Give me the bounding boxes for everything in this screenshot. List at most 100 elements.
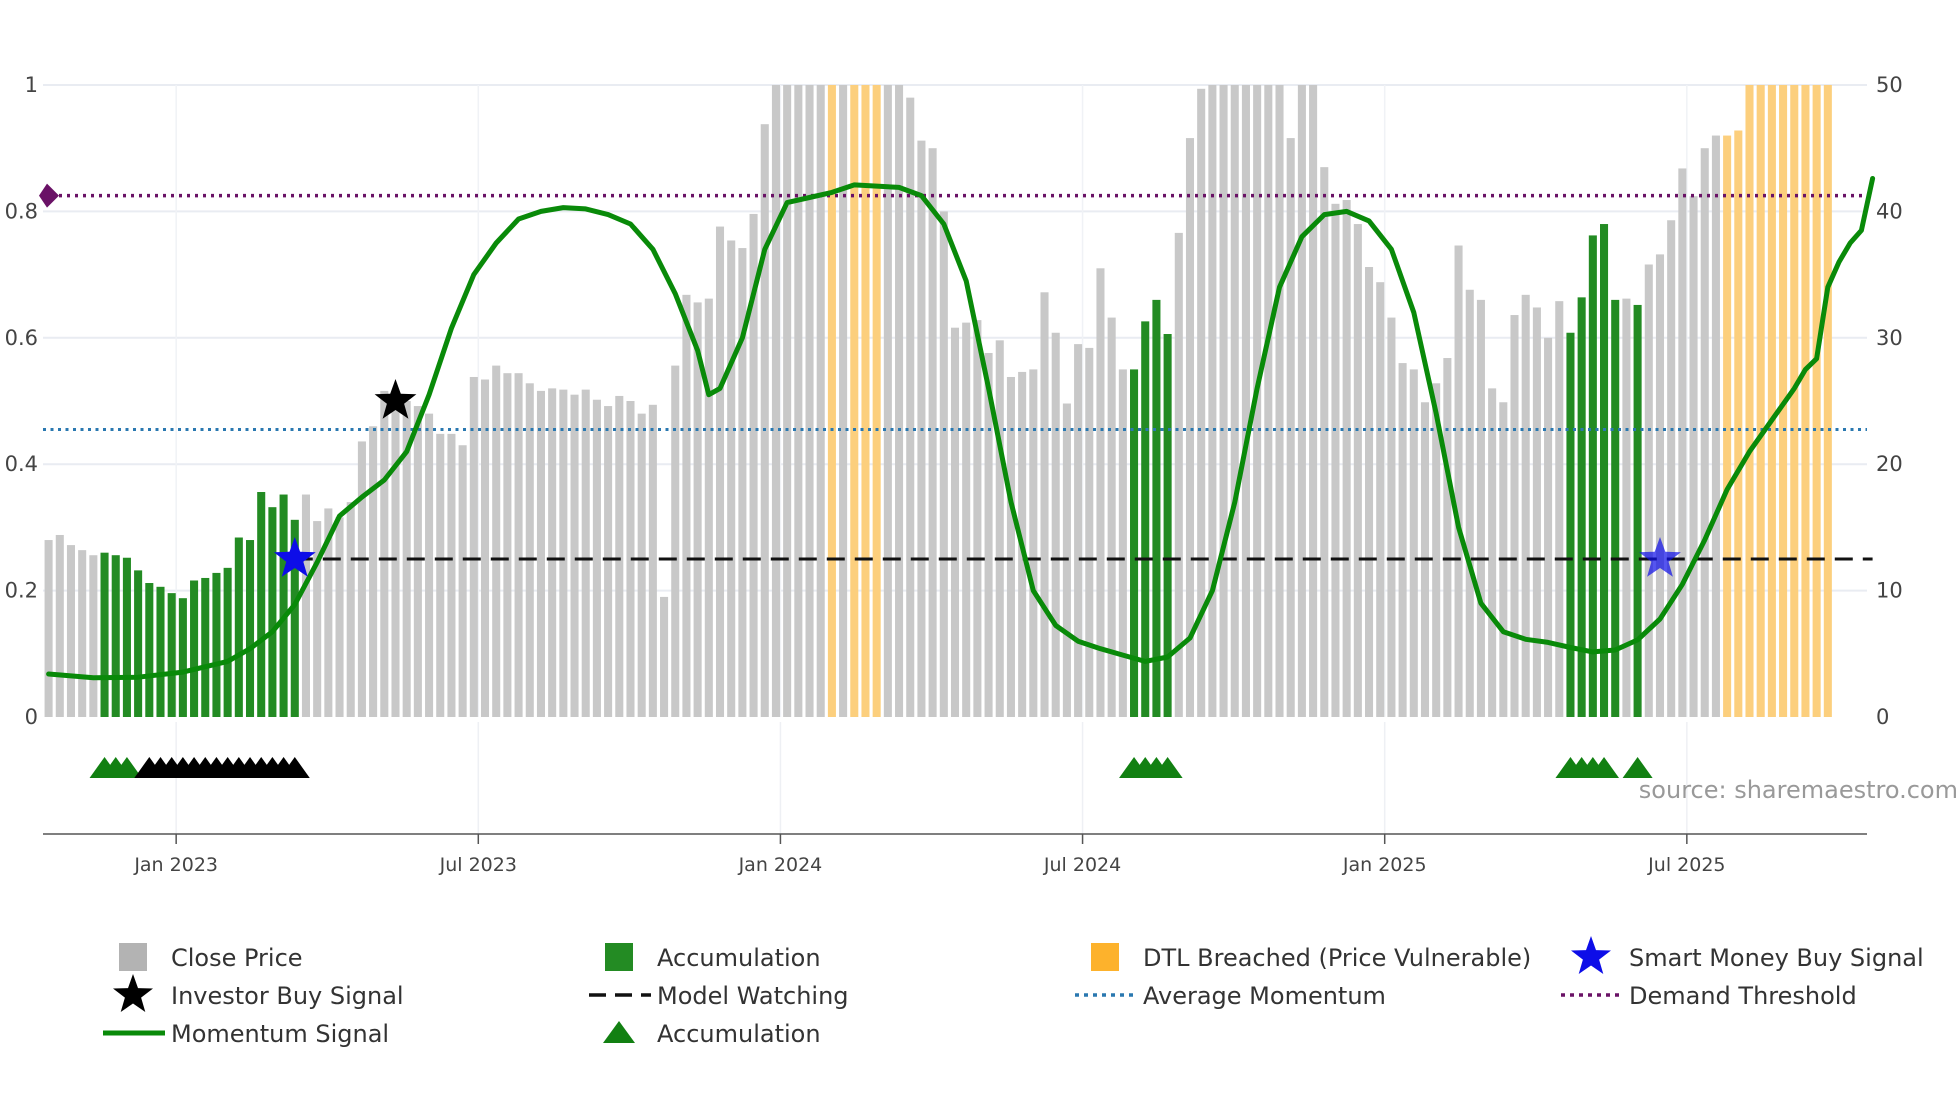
close-price-bar (1208, 85, 1217, 717)
close-price-bar (1655, 254, 1665, 717)
close-price-bar (771, 85, 780, 717)
close-price-bar (1342, 200, 1351, 718)
close-price-bar (660, 596, 669, 717)
indicator-lines (39, 176, 1876, 681)
close-price-bar (324, 508, 333, 717)
dtl-breached-bar (1801, 85, 1810, 717)
close-price-bar (1320, 167, 1329, 717)
x-tick-label: Jul 2024 (1043, 854, 1121, 876)
close-price-bar (1443, 358, 1452, 717)
close-price-bar (1331, 203, 1340, 718)
dtl-breached-bar (850, 85, 859, 717)
close-price-bar (760, 124, 769, 717)
close-price-bar (984, 352, 993, 717)
legend-label: Model Watching (657, 982, 849, 1010)
left-tick-label: 0.8 (5, 199, 38, 223)
close-price-bar (335, 517, 344, 717)
close-price-bar (1040, 292, 1049, 717)
close-price-bar (1275, 85, 1284, 717)
dtl-breached-bar (1767, 85, 1776, 717)
right-tick-label: 0 (1876, 705, 1889, 729)
right-tick-label: 10 (1876, 579, 1903, 603)
close-price-bar (1555, 301, 1564, 717)
close-price-bar (648, 404, 657, 717)
accumulation-bar (1577, 297, 1586, 717)
close-price-bar (514, 373, 523, 717)
legend-label: Average Momentum (1143, 982, 1386, 1010)
close-price-bar (1532, 307, 1541, 717)
dtl-breached-bar (1745, 85, 1754, 717)
accumulation-bar (201, 577, 210, 717)
close-price-bar (559, 389, 568, 717)
close-price-bar (682, 294, 691, 717)
legend: Close Price Accumulation DTL Breached (Pri… (103, 936, 1924, 1048)
right-tick-label: 40 (1876, 199, 1903, 223)
close-price-bar (402, 401, 411, 717)
legend-item: Close Price (119, 943, 303, 972)
close-price-bar (1297, 85, 1306, 717)
x-tick-label: Jan 2024 (738, 854, 823, 876)
investor-buy-signal-star (374, 379, 417, 419)
close-price-bar (1006, 376, 1015, 717)
legend-label: Accumulation (657, 1020, 821, 1048)
close-price-bar (738, 248, 747, 717)
smart-money-buy-signal-star (1639, 537, 1681, 577)
close-price-bar (816, 85, 825, 717)
close-price-bar (693, 302, 702, 717)
accumulation-bar (1588, 235, 1597, 717)
accumulation-bar (290, 519, 299, 717)
investor-star-icon (113, 974, 153, 1012)
accumulation-marker (1152, 757, 1183, 778)
close-price-bar (671, 365, 680, 717)
close-price-bar (805, 85, 814, 717)
close-price-bar (1376, 282, 1385, 717)
accumulation-bar (1600, 224, 1609, 718)
close-price-bar (44, 540, 53, 717)
smart-money-buy-signal-star (273, 537, 316, 577)
x-tick-label: Jan 2023 (133, 854, 218, 876)
close-price-bar (503, 373, 512, 717)
legend-item: Accumulation (605, 943, 821, 972)
dtl-breached-bar (1723, 135, 1732, 717)
close-price-bar (413, 406, 422, 717)
legend-item: Model Watching (589, 982, 849, 1010)
close-price-bar (1051, 332, 1060, 717)
close-price-bar (604, 406, 613, 717)
close-price-bar (727, 240, 736, 718)
close-price-bar (1197, 88, 1206, 718)
legend-item: Investor Buy Signal (113, 974, 404, 1012)
accumulation-bar (122, 557, 131, 717)
close-price-bar (469, 376, 478, 717)
accumulation-bar (1566, 332, 1575, 717)
close-price-bar (436, 433, 445, 717)
accumulation-bar (268, 507, 277, 717)
close-price-bar (1096, 268, 1105, 717)
accumulation-bar (279, 494, 288, 717)
close-price-bar (1353, 224, 1362, 718)
close-price-bar (447, 433, 456, 717)
accumulation-bar (167, 593, 176, 717)
accumulation-marker (111, 757, 142, 778)
dtl-breached-bar (1790, 85, 1799, 717)
close-price-bar (89, 555, 98, 717)
close-price-bar (1432, 383, 1441, 717)
right-tick-label: 30 (1876, 326, 1903, 350)
legend-item: Momentum Signal (103, 1020, 389, 1048)
close-price-bar (1029, 369, 1038, 717)
accumulation-bar (234, 537, 243, 717)
dtl-breached-bar (861, 85, 870, 717)
close-price-bar (1488, 388, 1497, 717)
close-price-bar (1309, 85, 1318, 717)
legend-item: DTL Breached (Price Vulnerable) (1091, 943, 1531, 972)
close-price-bar (839, 85, 848, 717)
accumulation-marker (1589, 757, 1620, 778)
close-price-bar (1689, 196, 1698, 717)
close-price-bar (615, 395, 624, 717)
close-price-bar (1644, 264, 1653, 717)
momentum-signal-line (46, 176, 1876, 681)
close-price-bar (369, 426, 378, 717)
close-price-bar (592, 399, 601, 717)
close-price-bar (492, 365, 501, 717)
close-price-bar (950, 327, 960, 717)
